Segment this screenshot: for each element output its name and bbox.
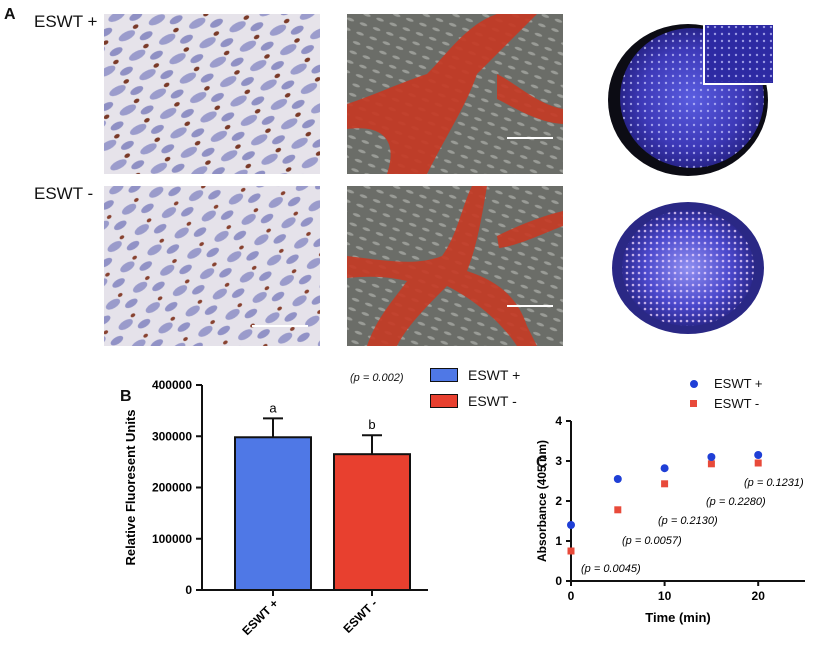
p-value-t0: (p = 0.0045) — [581, 563, 641, 575]
bar-y-axis-label: Relative Fluoresent Units — [123, 409, 138, 565]
alizarin-image-eswt-minus — [347, 186, 563, 346]
panel-c-legend: ESWT + ESWT - — [690, 376, 820, 420]
row-label-eswt-plus: ESWT + — [34, 12, 98, 31]
legend-label-eswt-minus: ESWT - — [468, 393, 517, 409]
spheroid-image-eswt-plus — [600, 10, 776, 180]
bar-y-tick-label: 200000 — [152, 481, 192, 495]
bar-x-tick-label: ESWT + — [239, 596, 281, 638]
scatter-x-tick-label: 0 — [568, 589, 575, 603]
scatter-point-eswt-plus — [707, 453, 716, 461]
legend-swatch-eswt-minus — [430, 394, 458, 408]
scatter-point-eswt-minus — [754, 459, 762, 467]
row-label-eswt-minus: ESWT - — [34, 184, 94, 203]
bar-y-tick-label: 400000 — [152, 380, 192, 392]
panel-b-p-value: (p = 0.002) — [350, 372, 404, 384]
bar-y-tick-label: 0 — [185, 583, 192, 597]
scatter-x-tick-label: 10 — [658, 589, 672, 603]
scatter-point-eswt-plus — [754, 451, 763, 459]
scatter-point-eswt-minus — [567, 547, 575, 555]
panel-a-letter: A — [4, 6, 16, 23]
scatter-point-eswt-plus — [660, 464, 669, 473]
scatter-y-tick-label: 4 — [555, 414, 562, 428]
panel-b-letter: B — [120, 388, 132, 405]
p-value-t15: (p = 0.2280) — [706, 496, 766, 508]
bar-y-tick-label: 300000 — [152, 429, 192, 443]
ihc-image-eswt-plus — [104, 14, 320, 174]
scatter-y-tick-label: 0 — [555, 574, 562, 588]
scatter-legend-label-eswt-minus: ESWT - — [714, 396, 760, 411]
legend-label-eswt-plus: ESWT + — [468, 367, 521, 383]
panel-b-legend: ESWT + ESWT - — [430, 366, 550, 414]
bar — [333, 453, 411, 591]
p-value-t20: (p = 0.1231) — [744, 477, 804, 489]
legend-marker-circle-icon — [690, 380, 698, 388]
p-value-t10: (p = 0.2130) — [658, 515, 718, 527]
bar — [234, 436, 312, 592]
alizarin-image-eswt-plus — [347, 14, 563, 174]
scatter-x-axis-label: Time (min) — [645, 610, 711, 625]
panel-c-letter: C — [536, 454, 548, 471]
ihc-image-eswt-minus — [104, 186, 320, 346]
scatter-y-tick-label: 1 — [555, 534, 562, 548]
scatter-point-eswt-plus — [567, 521, 575, 529]
scatter-legend-label-eswt-plus: ESWT + — [714, 376, 763, 391]
bar-sig-letter: a — [269, 400, 277, 415]
scatter-x-tick-label: 20 — [752, 589, 766, 603]
scatter-y-tick-label: 2 — [555, 494, 562, 508]
bar-chart: 0 100000 200000 300000 400000 Relative Fluore… — [123, 380, 428, 638]
legend-swatch-eswt-plus — [430, 368, 458, 382]
scatter-point-eswt-minus — [707, 460, 715, 468]
legend-marker-square-icon — [690, 400, 697, 407]
scatter-point-eswt-plus — [613, 475, 622, 483]
bar-sig-letter: b — [368, 417, 375, 432]
scatter-y-axis-label: Absorbance (405 nm) — [535, 440, 549, 562]
scatter-point-eswt-minus — [661, 480, 669, 488]
scatter-point-eswt-minus — [614, 506, 622, 514]
p-value-t5: (p = 0.0057) — [622, 535, 682, 547]
bar-y-tick-label: 100000 — [152, 532, 192, 546]
spheroid-image-eswt-minus — [600, 192, 776, 342]
bar-x-tick-label: ESWT - — [341, 596, 381, 636]
scatter-y-tick-label: 3 — [555, 454, 562, 468]
